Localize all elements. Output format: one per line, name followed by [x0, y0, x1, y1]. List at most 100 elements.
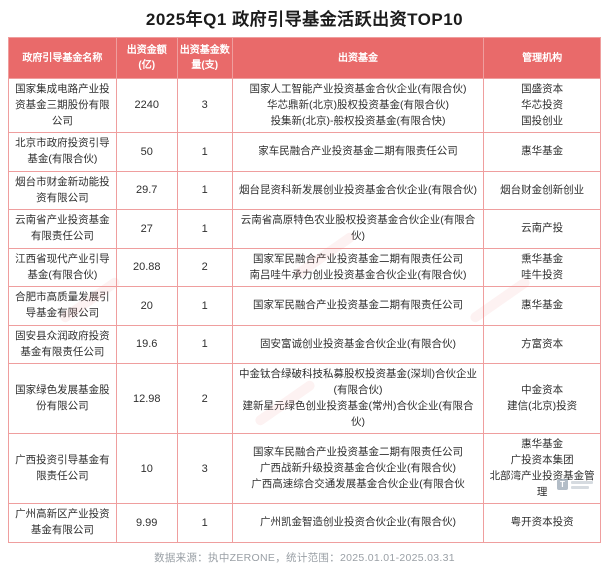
col-header-fund-count: 出资基金数量(支): [176, 37, 233, 79]
cell-fund-name: 北京市政府投资引导基金(有限合伙): [8, 132, 117, 172]
cell-fund-name: 合肥市高质量发展引导基金有限公司: [8, 286, 117, 326]
cell-amount: 27: [115, 209, 178, 249]
cell-invested-funds: 国家军民融合产业投资基金二期有限责任公司: [231, 286, 485, 326]
invested-fund-line: 投集新(北京)-般权投资基金(有限合快): [270, 114, 446, 127]
cell-managers: 惠华基金广投资本集团北部湾产业投资基金管理: [483, 433, 601, 505]
col-header-fund-name: 政府引导基金名称: [8, 37, 117, 79]
manager-line: 烟台财金创新创业: [500, 183, 585, 196]
invested-fund-line: 国家军民融合产业投资基金二期有限责任公司: [253, 252, 464, 265]
table-row: 国家绿色发展基金股份有限公司 12.98 2 中金钛合绿破科技私募股权投资基金(深圳)…: [8, 363, 601, 435]
table-row: 国家集成电路产业投资基金三期股份有限公司 2240 3 国家人工智能产业投资基金合伙企…: [8, 77, 601, 134]
publisher-watermark-logo: T: [557, 479, 593, 490]
cell-amount: 29.7: [115, 170, 178, 211]
invested-fund-line: 国家人工智能产业投资基金合伙企业(有限合伙): [249, 83, 467, 95]
invested-fund-line: 广州凯金智造创业投资合伙企业(有限合伙): [260, 516, 457, 529]
cell-managers: 惠华基金: [483, 132, 601, 172]
cell-invested-funds: 中金钛合绿破科技私募股权投资基金(深圳)合伙企业(有限合伙) 建新星元绿色创业投资…: [231, 363, 485, 435]
cell-amount: 10: [115, 433, 178, 505]
table-row: 广西投资引导基金有限责任公司 10 3 国家车民融合产业投资基金二期有限责任公司 广西战…: [8, 433, 601, 505]
data-source-note: 数据来源：执中ZERONE，统计范围：2025.01.01-2025.03.31: [154, 551, 455, 564]
manager-line: 华芯投资: [521, 98, 564, 111]
invested-fund-line: 家车民融合产业投资基金二期有限责任公司: [258, 145, 458, 158]
cell-invested-funds: 烟台昆资科新发展创业投资基金合伙企业(有限合伙): [231, 170, 485, 211]
invested-fund-line: 中金钛合绿破科技私募股权投资基金(深圳)合伙企业(有限合伙): [239, 368, 478, 396]
col-header-invested-funds: 出资基金: [231, 37, 485, 79]
cell-amount: 9.99: [115, 503, 178, 543]
invested-fund-line: 云南省高原特色农业股权投资基金合伙企业(有限合伙): [240, 214, 476, 242]
cell-amount: 20.88: [115, 247, 178, 288]
cell-amount: 12.98: [115, 363, 178, 435]
manager-line: 哇牛投资: [521, 268, 564, 281]
cell-fund-name: 云南省产业投资基金有限责任公司: [8, 209, 117, 249]
table-row: 广州高新区产业投资基金有限公司 9.99 1 广州凯金智造创业投资合伙企业(有限合伙)…: [8, 503, 601, 543]
cell-fund-name: 固安县众润政府投资基金有限责任公司: [8, 324, 117, 365]
manager-line: 广投资本集团: [510, 454, 574, 466]
manager-line: 方富资本: [521, 337, 564, 350]
cell-fund-name: 广西投资引导基金有限责任公司: [8, 433, 117, 505]
cell-fund-name: 国家集成电路产业投资基金三期股份有限公司: [8, 77, 117, 134]
cell-fund-count: 1: [176, 324, 233, 365]
table-body: 国家集成电路产业投资基金三期股份有限公司 2240 3 国家人工智能产业投资基金合伙企…: [8, 77, 601, 543]
cell-managers: 烟台财金创新创业: [483, 170, 601, 211]
invested-fund-line: 华芯鼎新(北京)股权投资基金(有限合伙): [267, 98, 450, 111]
manager-line: 熏华基金: [521, 252, 564, 265]
cell-fund-name: 国家绿色发展基金股份有限公司: [8, 363, 117, 435]
col-header-manager: 管理机构: [483, 37, 601, 79]
table-row: 烟台市财金新动能投资有限公司 29.7 1 烟台昆资科新发展创业投资基金合伙企业(有限…: [8, 170, 601, 211]
cell-invested-funds: 国家军民融合产业投资基金二期有限责任公司 南吕哇牛承力创业投资基金合伙企业(有限合…: [231, 247, 485, 288]
cell-invested-funds: 广州凯金智造创业投资合伙企业(有限合伙): [231, 503, 485, 543]
cell-amount: 50: [115, 132, 178, 172]
table-header: 政府引导基金名称 出资金额(亿) 出资基金数量(支) 出资基金 管理机构: [8, 37, 601, 79]
manager-line: 惠华基金: [521, 438, 564, 451]
table-row: 合肥市高质量发展引导基金有限公司 20 1 国家军民融合产业投资基金二期有限责任公司 惠…: [8, 286, 601, 326]
cell-fund-count: 1: [176, 209, 233, 249]
cell-managers: 国盛资本华芯投资国投创业: [483, 77, 601, 134]
manager-line: 惠华基金: [521, 145, 564, 158]
cell-fund-count: 1: [176, 286, 233, 326]
fund-table: 政府引导基金名称 出资金额(亿) 出资基金数量(支) 出资基金 管理机构 国家集…: [8, 37, 601, 543]
cell-managers: 熏华基金 哇牛投资: [483, 247, 601, 288]
invested-fund-line: 国家军民融合产业投资基金二期有限责任公司: [253, 299, 464, 312]
cell-amount: 2240: [115, 77, 178, 134]
invested-fund-line: 广西高速综合交通发展基金合伙企业(有限合伙: [251, 477, 465, 490]
manager-line: 建信(北京)投资: [507, 399, 578, 412]
manager-line: 中金资本: [521, 384, 564, 396]
cell-fund-count: 1: [176, 132, 233, 172]
manager-line: 云南产投: [521, 222, 564, 235]
cell-amount: 19.6: [115, 324, 178, 365]
cell-managers: 惠华基金: [483, 286, 601, 326]
cell-amount: 20: [115, 286, 178, 326]
invested-fund-line: 南吕哇牛承力创业投资基金合伙企业(有限合伙): [249, 268, 467, 281]
page-title: 2025年Q1 政府引导基金活跃出资TOP10: [145, 10, 464, 29]
cell-invested-funds: 国家车民融合产业投资基金二期有限责任公司 广西战新升级投资基金合伙企业(有限合伙)…: [231, 433, 485, 505]
cell-fund-count: 1: [176, 503, 233, 543]
cell-managers: 中金资本建信(北京)投资: [483, 363, 601, 435]
cell-fund-count: 3: [176, 433, 233, 505]
manager-line: 北部湾产业投资基金管理: [489, 469, 595, 498]
header-row: 政府引导基金名称 出资金额(亿) 出资基金数量(支) 出资基金 管理机构: [8, 37, 601, 79]
invested-fund-line: 广西战新升级投资基金合伙企业(有限合伙): [260, 461, 457, 474]
infographic-page: 2025年Q1 政府引导基金活跃出资TOP10 政府引导基金名称 出资金额(亿)…: [8, 10, 601, 564]
cell-managers: 方富资本: [483, 324, 601, 365]
manager-line: 国盛资本: [521, 83, 564, 95]
manager-line: 国投创业: [521, 114, 564, 127]
invested-fund-line: 国家车民融合产业投资基金二期有限责任公司: [253, 446, 464, 459]
publisher-logo-icon: T: [557, 479, 568, 490]
cell-fund-name: 广州高新区产业投资基金有限公司: [8, 503, 117, 543]
cell-managers: 粤开资本投资: [483, 503, 601, 543]
cell-invested-funds: 云南省高原特色农业股权投资基金合伙企业(有限合伙): [231, 209, 485, 249]
cell-fund-count: 2: [176, 247, 233, 288]
cell-fund-name: 江西省现代产业引导基金(有限合伙): [8, 247, 117, 288]
table-row: 江西省现代产业引导基金(有限合伙) 20.88 2 国家军民融合产业投资基金二期有限责…: [8, 247, 601, 288]
invested-fund-line: 烟台昆资科新发展创业投资基金合伙企业(有限合伙): [239, 183, 478, 196]
manager-line: 粤开资本投资: [510, 516, 574, 529]
manager-line: 惠华基金: [521, 299, 564, 312]
table-row: 北京市政府投资引导基金(有限合伙) 50 1 家车民融合产业投资基金二期有限责任公司 惠…: [8, 132, 601, 172]
table-row: 固安县众润政府投资基金有限责任公司 19.6 1 固安富诚创业投资基金合伙企业(有限合…: [8, 324, 601, 365]
cell-invested-funds: 家车民融合产业投资基金二期有限责任公司: [231, 132, 485, 172]
cell-fund-name: 烟台市财金新动能投资有限公司: [8, 170, 117, 211]
cell-invested-funds: 国家人工智能产业投资基金合伙企业(有限合伙) 华芯鼎新(北京)股权投资基金(有限合…: [231, 77, 485, 134]
invested-fund-line: 建新星元绿色创业投资基金(常州)合伙企业(有限合伙): [242, 399, 474, 428]
col-header-amount: 出资金额(亿): [115, 37, 178, 79]
publisher-logo-text: [571, 480, 593, 489]
